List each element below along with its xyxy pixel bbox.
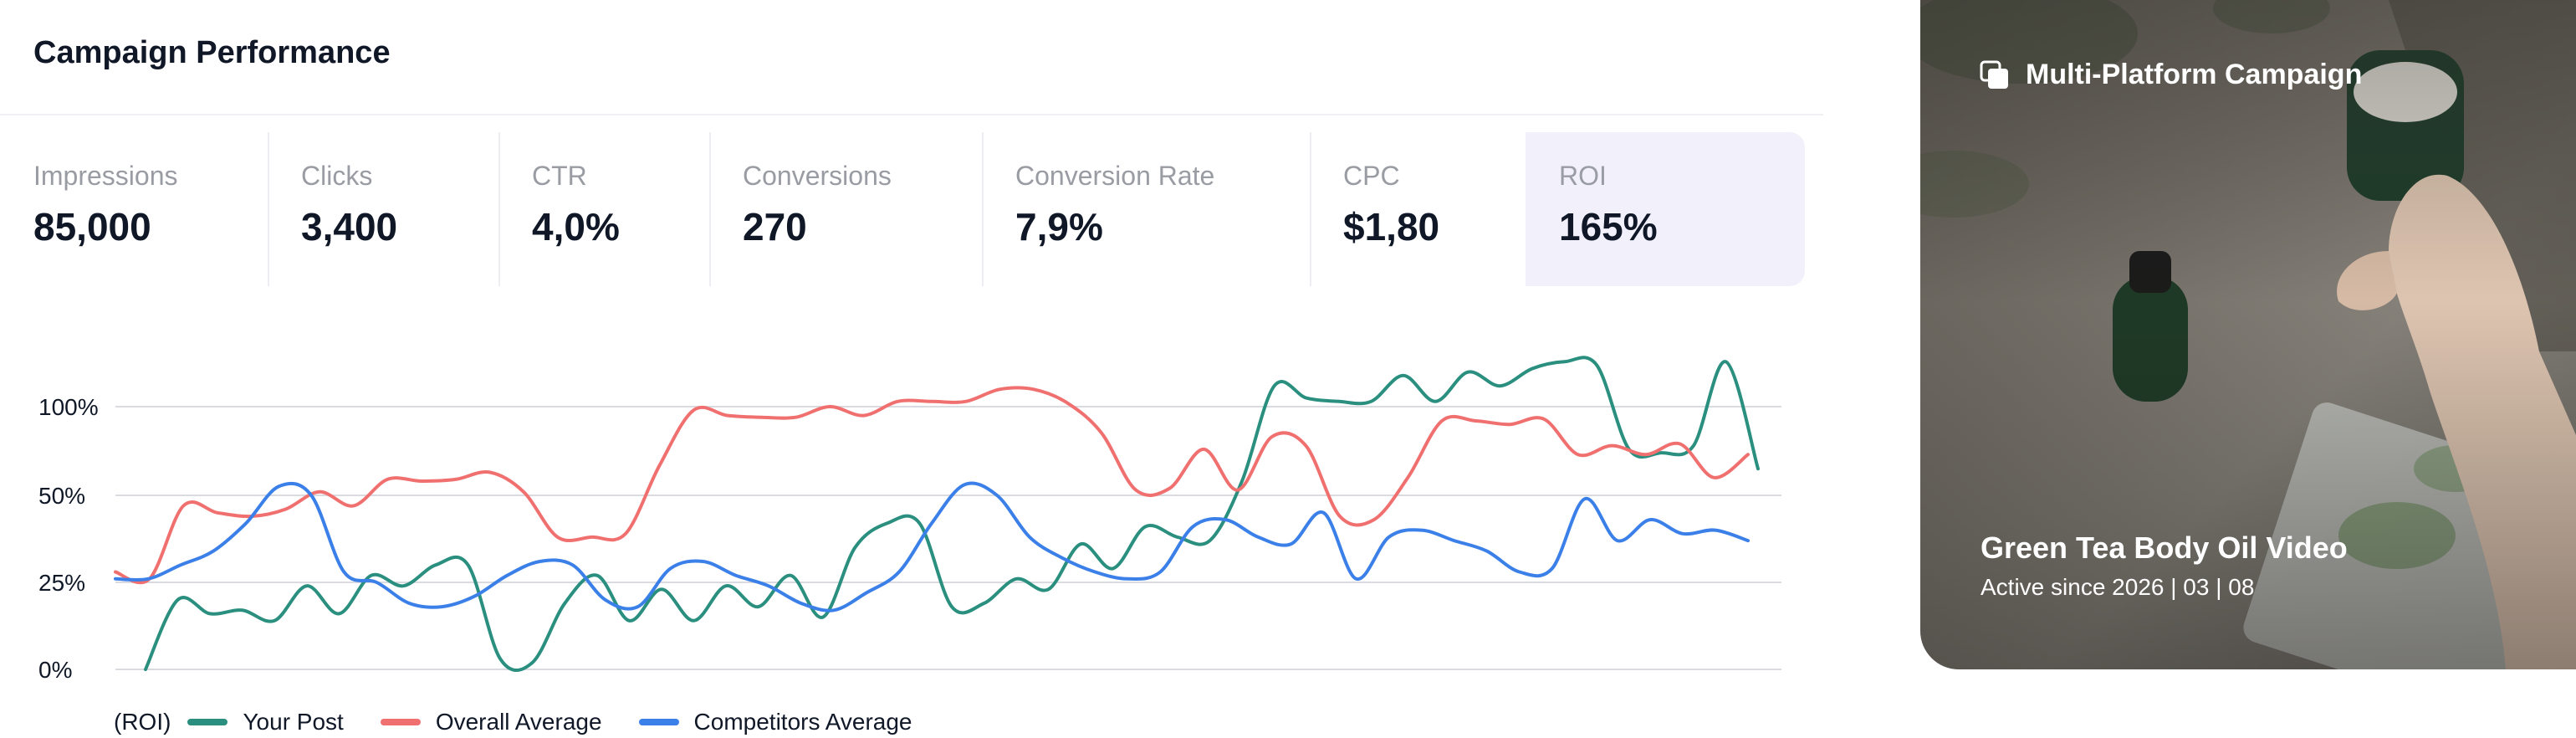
metric-value: 7,9% xyxy=(1015,205,1103,249)
legend-swatch xyxy=(638,719,679,725)
metric-label: Clicks xyxy=(301,161,373,191)
series-overall-average xyxy=(114,386,1750,585)
campaign-thumbnail-image xyxy=(1920,0,2576,669)
metric-value: 165% xyxy=(1559,205,1658,249)
y-axis-ticks: 0% 25% 50% 100% xyxy=(38,394,99,683)
chart-legend: (ROI) Your Post Overall Average Competit… xyxy=(114,705,949,738)
metric-conversions: Conversions 270 xyxy=(709,132,982,286)
metric-value: 270 xyxy=(743,205,807,249)
campaign-card[interactable]: Multi-Platform Campaign Green Tea Body O… xyxy=(1920,0,2576,669)
title-divider xyxy=(0,114,1823,115)
metric-clicks: Clicks 3,400 xyxy=(268,132,498,286)
legend-item-your-post[interactable]: Your Post xyxy=(187,709,344,735)
metric-label: Conversions xyxy=(743,161,892,191)
campaign-title: Green Tea Body Oil Video xyxy=(1981,530,2348,565)
metric-label: CTR xyxy=(532,161,587,191)
page-title: Campaign Performance xyxy=(33,35,391,70)
y-tick-label: 50% xyxy=(38,483,85,509)
roi-line-chart: 0% 25% 50% 100% xyxy=(38,356,1781,683)
campaign-type-badge: Multi-Platform Campaign xyxy=(2026,59,2363,90)
metric-label: ROI xyxy=(1559,161,1607,191)
y-tick-label: 100% xyxy=(38,394,99,420)
metric-value: 3,400 xyxy=(301,205,398,249)
y-tick-label: 25% xyxy=(38,570,85,596)
card-header: Multi-Platform Campaign xyxy=(1979,59,2362,91)
campaign-performance-panel: Campaign Performance Impressions 85,000 … xyxy=(0,35,1823,738)
legend-item-overall-average[interactable]: Overall Average xyxy=(380,709,602,735)
legend-item-competitors-average[interactable]: Competitors Average xyxy=(638,709,912,735)
y-axis-label: (ROI) xyxy=(114,709,171,735)
metric-value: 4,0% xyxy=(532,205,620,249)
y-tick-label: 0% xyxy=(38,657,72,683)
card-overlay xyxy=(1920,0,2576,669)
series-competitors-average xyxy=(114,481,1750,612)
metric-impressions: Impressions 85,000 xyxy=(0,132,268,286)
metric-roi[interactable]: ROI 165% xyxy=(1526,132,1805,286)
metric-label: Conversion Rate xyxy=(1015,161,1215,191)
chart-series xyxy=(114,356,1760,673)
legend-label: Your Post xyxy=(243,709,344,735)
copy-icon xyxy=(1980,60,2008,89)
campaign-active-since: Active since 2026 | 03 | 08 xyxy=(1981,574,2255,600)
legend-label: Overall Average xyxy=(435,709,602,735)
metric-value: $1,80 xyxy=(1343,205,1440,249)
metric-conversion-rate: Conversion Rate 7,9% xyxy=(982,132,1310,286)
chart-grid xyxy=(115,406,1781,670)
legend-label: Competitors Average xyxy=(693,709,912,735)
metric-value: 85,000 xyxy=(33,205,151,249)
series-your-post xyxy=(144,356,1760,673)
metrics-row: Impressions 85,000 Clicks 3,400 CTR 4,0%… xyxy=(0,132,1805,286)
legend-swatch xyxy=(380,719,421,725)
metric-label: Impressions xyxy=(33,161,178,191)
metric-label: CPC xyxy=(1343,161,1400,191)
metric-cpc: CPC $1,80 xyxy=(1310,132,1526,286)
metric-ctr: CTR 4,0% xyxy=(498,132,709,286)
legend-swatch xyxy=(187,719,228,725)
